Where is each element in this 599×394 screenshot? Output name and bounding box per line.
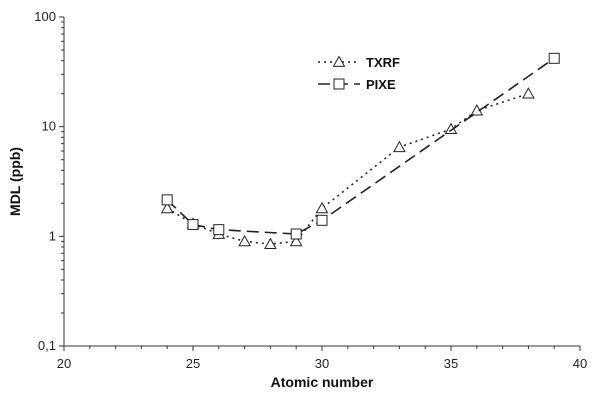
axes: 20 25 30 35 40 0,1 1 10 100	[34, 9, 587, 371]
y-tick-label: 1	[49, 228, 56, 243]
series-line-pixe	[166, 57, 555, 235]
y-tick-label: 100	[34, 9, 56, 24]
legend-item-pixe: PIXE	[318, 77, 396, 92]
data-point-pixe	[316, 214, 328, 226]
y-axis-title: MDL (ppb)	[7, 147, 23, 216]
series-txrf	[160, 87, 535, 249]
data-point-txrf	[160, 201, 174, 214]
data-point-pixe	[548, 52, 560, 64]
x-tick-label: 30	[315, 356, 329, 371]
data-point-pixe	[213, 224, 225, 236]
data-point-pixe	[187, 219, 199, 231]
data-point-txrf	[238, 234, 251, 247]
x-tick-label: 35	[444, 356, 458, 371]
series-pixe	[161, 52, 560, 240]
legend-item-txrf: TXRF	[318, 55, 400, 70]
data-point-txrf	[289, 234, 303, 247]
data-point-txrf	[522, 87, 535, 99]
legend-label: TXRF	[366, 55, 400, 70]
series-layer	[160, 52, 560, 249]
x-tick-label: 40	[573, 356, 587, 371]
y-tick-label: 10	[42, 119, 56, 134]
data-point-txrf	[393, 140, 406, 153]
legend-label: PIXE	[366, 77, 396, 92]
data-point-pixe	[161, 194, 173, 206]
data-point-pixe	[290, 228, 302, 240]
data-point-txrf	[264, 237, 277, 249]
series-line-txrf	[166, 92, 529, 245]
y-tick-label: 0,1	[38, 338, 56, 353]
legend: TXRF PIXE	[318, 55, 400, 92]
x-tick-label: 20	[57, 356, 71, 371]
data-point-txrf	[315, 201, 329, 214]
x-tick-label: 25	[186, 356, 200, 371]
legend-marker	[333, 78, 345, 90]
x-axis-title: Atomic number	[271, 374, 374, 390]
legend-marker	[332, 55, 346, 67]
